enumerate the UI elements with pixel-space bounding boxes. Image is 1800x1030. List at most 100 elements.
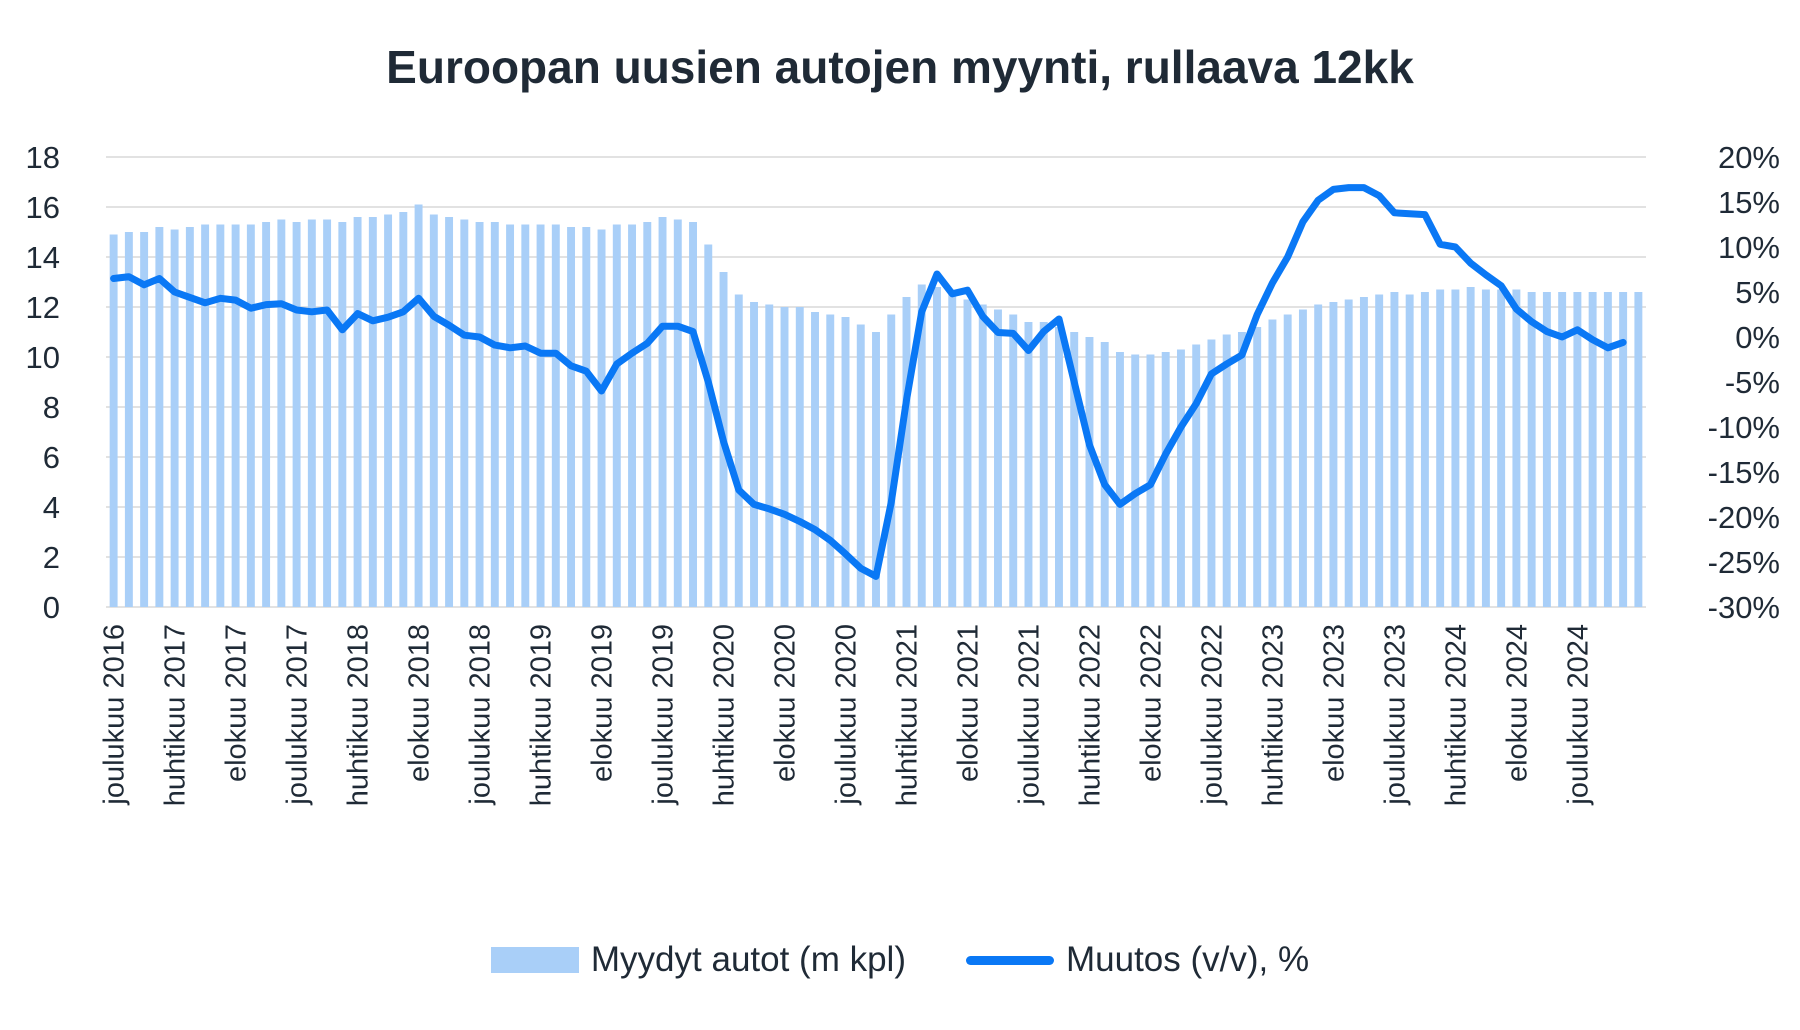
bar — [978, 304, 987, 607]
y2-tick-label: -20% — [1708, 500, 1780, 535]
bar — [307, 219, 316, 607]
bar — [948, 292, 957, 607]
bar — [1481, 289, 1490, 607]
bar — [1055, 327, 1063, 607]
bar — [963, 299, 972, 607]
y2-tick-label: -25% — [1708, 545, 1780, 580]
bar — [536, 224, 545, 607]
y-tick-label: 4 — [43, 490, 60, 525]
bar — [1634, 292, 1643, 607]
chart-title: Euroopan uusien autojen myynti, rullaava… — [386, 41, 1414, 93]
x-tick-label: elokuu 2022 — [1135, 624, 1167, 782]
bar — [689, 222, 697, 607]
bar — [628, 224, 637, 607]
bar — [872, 332, 880, 607]
x-tick-label: joulukuu 2018 — [465, 624, 497, 806]
x-tick-label: huhtikuu 2018 — [343, 624, 375, 806]
legend: Myydyt autot (m kpl) Muutos (v/v), % — [0, 940, 1800, 980]
x-tick-label: joulukuu 2017 — [282, 624, 314, 806]
legend-line-swatch — [965, 955, 1054, 965]
bar — [277, 219, 286, 607]
x-tick-label: elokuu 2023 — [1318, 624, 1350, 782]
bar — [917, 284, 926, 607]
left-y-axis: 0 2 4 6 8 10 12 14 16 18 — [26, 140, 60, 625]
bar — [445, 217, 454, 607]
bar — [506, 224, 515, 607]
y-tick-label: 0 — [43, 590, 60, 625]
bar — [1512, 289, 1521, 607]
y-tick-label: 2 — [43, 540, 60, 575]
bar — [475, 222, 484, 607]
bar — [1131, 354, 1140, 607]
bar — [1451, 289, 1460, 607]
combo-chart: 0 2 4 6 8 10 12 14 16 18 -30% -25% -20% -15% -10% -5% 0… — [26, 140, 1780, 806]
x-tick-label: elokuu 2019 — [587, 624, 619, 782]
bar — [1603, 292, 1612, 607]
y-tick-label: 8 — [43, 390, 60, 425]
x-tick-label: huhtikuu 2017 — [160, 624, 192, 806]
bar — [658, 217, 667, 607]
x-tick-label: elokuu 2018 — [404, 624, 436, 782]
bar — [887, 314, 896, 607]
bar — [124, 232, 133, 607]
y-tick-label: 16 — [26, 190, 60, 225]
bar — [1527, 292, 1536, 607]
bar — [490, 222, 499, 607]
y2-tick-label: 5% — [1735, 275, 1780, 310]
x-tick-label: huhtikuu 2024 — [1440, 624, 1472, 806]
x-tick-label: elokuu 2024 — [1501, 624, 1533, 782]
bar — [521, 224, 530, 607]
bar — [1359, 297, 1368, 607]
bar — [155, 227, 164, 607]
bar — [429, 214, 438, 607]
bar — [780, 307, 789, 607]
bar — [551, 224, 560, 607]
y-tick-label: 10 — [26, 340, 60, 375]
bar — [368, 217, 377, 607]
x-axis: joulukuu 2016 huhtikuu 2017 elokuu 2017 jou… — [99, 624, 1595, 806]
bar — [1314, 304, 1323, 607]
bar — [933, 287, 941, 607]
bar — [856, 324, 865, 607]
y2-tick-label: -10% — [1708, 410, 1780, 445]
x-tick-label: huhtikuu 2020 — [709, 624, 741, 806]
bar — [1009, 314, 1018, 607]
bar — [1466, 287, 1475, 607]
bar — [201, 224, 210, 607]
legend-item-change: Muutos (v/v), % — [965, 940, 1309, 980]
bar — [1298, 309, 1307, 607]
x-tick-label: huhtikuu 2021 — [891, 624, 923, 806]
y-tick-label: 12 — [26, 290, 60, 325]
legend-bar-swatch — [490, 947, 579, 973]
bar — [1085, 337, 1094, 607]
bar — [1100, 342, 1109, 607]
bar — [750, 302, 758, 607]
legend-label-sales: Myydyt autot (m kpl) — [590, 940, 906, 979]
x-tick-label: joulukuu 2020 — [831, 624, 863, 806]
bar — [612, 224, 621, 607]
y2-tick-label: 0% — [1735, 320, 1780, 355]
x-tick-label: joulukuu 2023 — [1379, 624, 1411, 806]
x-tick-label: joulukuu 2021 — [1013, 624, 1045, 806]
x-tick-label: elokuu 2017 — [221, 624, 253, 782]
change-line — [110, 184, 1627, 580]
bar — [1573, 292, 1582, 607]
bar — [170, 229, 179, 607]
bar — [353, 217, 362, 607]
bar — [323, 219, 332, 607]
y2-tick-label: -15% — [1708, 455, 1780, 490]
bar — [567, 227, 576, 607]
bar — [841, 317, 850, 607]
x-tick-label: joulukuu 2016 — [99, 624, 131, 806]
bar — [1070, 332, 1079, 607]
bar — [1375, 294, 1384, 607]
y-tick-label: 18 — [26, 140, 60, 175]
y-tick-label: 14 — [26, 240, 60, 275]
bar — [185, 227, 194, 607]
bar — [1039, 322, 1048, 607]
bar — [460, 219, 469, 607]
bar — [795, 307, 804, 607]
x-tick-label: huhtikuu 2019 — [526, 624, 558, 806]
bar — [826, 314, 835, 607]
x-tick-label: joulukuu 2024 — [1562, 624, 1594, 806]
